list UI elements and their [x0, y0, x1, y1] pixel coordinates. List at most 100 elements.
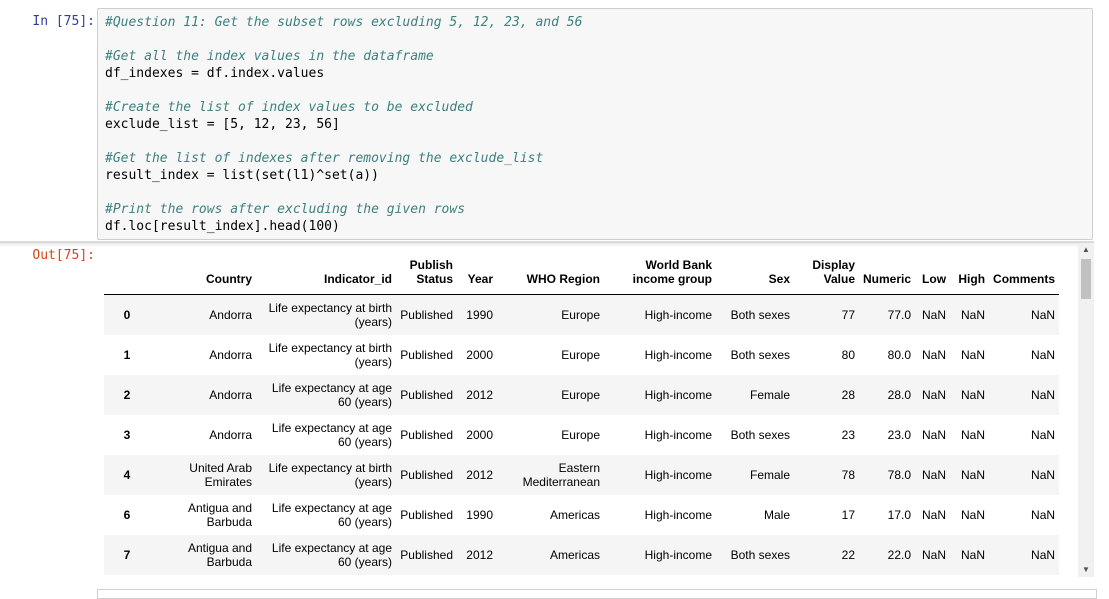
cell-numeric: 23.0 — [887, 428, 912, 442]
cell-high: NaN — [961, 388, 986, 402]
cell-income-group: High-income — [644, 348, 712, 362]
cell-low: NaN — [922, 508, 947, 522]
code-line: result_index = list(set(l1)^set(a)) — [105, 168, 379, 183]
cell-sex: Both sexes — [730, 428, 790, 442]
cell-who-region: Americas — [549, 548, 600, 562]
cell-comments: NaN — [1031, 388, 1056, 402]
cell-comments: NaN — [1031, 508, 1056, 522]
cell-indicator: Life expectancy at birth (years) — [268, 301, 392, 329]
cell-country: United Arab Emirates — [189, 461, 252, 489]
cell-low: NaN — [922, 468, 947, 482]
header-year: Year — [457, 258, 497, 295]
row-index: 3 — [123, 428, 131, 442]
cell-sex: Male — [763, 508, 790, 522]
code-comment-line: #Print the rows after excluding the give… — [105, 202, 466, 217]
cell-who-region: Americas — [549, 508, 600, 522]
cell-display-value: 77 — [841, 308, 855, 322]
cell-high: NaN — [961, 348, 986, 362]
cell-low: NaN — [922, 348, 947, 362]
header-numeric: Numeric — [859, 258, 916, 295]
cell-comments: NaN — [1031, 428, 1056, 442]
output-scrollbar[interactable]: ▲ ▼ — [1078, 243, 1094, 577]
cell-display-value: 22 — [841, 548, 855, 562]
code-comment-line: #Get all the index values in the datafra… — [105, 49, 434, 64]
code-comment-line: #Get the list of indexes after removing … — [105, 151, 544, 166]
scroll-down-icon[interactable]: ▼ — [1082, 565, 1090, 574]
header-income-group: World Bank income group — [604, 258, 716, 295]
cell-publish-status: Published — [400, 508, 453, 522]
cell-income-group: High-income — [644, 508, 712, 522]
cell-comments: NaN — [1031, 468, 1056, 482]
header-index — [104, 258, 150, 295]
table-row: 3 Andorra Life expectancy at age 60 (yea… — [104, 415, 1059, 455]
table-row: 4 United Arab Emirates Life expectancy a… — [104, 455, 1060, 495]
cell-who-region: Europe — [561, 388, 600, 402]
header-comments: Comments — [989, 258, 1060, 295]
header-country: Country — [150, 258, 256, 295]
header-display-value: Display Value — [794, 258, 859, 295]
header-indicator: Indicator_id — [256, 258, 396, 295]
scroll-up-icon[interactable]: ▲ — [1082, 245, 1090, 254]
cell-comments: NaN — [1031, 548, 1056, 562]
cell-year: 2012 — [466, 468, 493, 482]
cell-year: 1990 — [466, 508, 493, 522]
table-row: 1 Andorra Life expectancy at birth (year… — [104, 335, 1059, 375]
scrollbar-thumb[interactable] — [1081, 259, 1091, 299]
header-who-region: WHO Region — [497, 258, 604, 295]
cell-high: NaN — [961, 308, 986, 322]
input-prompt: In [75]: — [32, 14, 95, 29]
row-index: 1 — [123, 348, 131, 362]
row-index: 7 — [123, 548, 131, 562]
cell-numeric: 80.0 — [887, 348, 912, 362]
row-index: 4 — [123, 468, 131, 482]
code-comment-line: #Question 11: Get the subset rows exclud… — [105, 15, 583, 30]
cell-sex: Female — [749, 468, 790, 482]
code-blank-line — [105, 184, 1085, 201]
cell-numeric: 77.0 — [887, 308, 912, 322]
code-line: df_indexes = df.index.values — [105, 66, 325, 81]
cell-publish-status: Published — [400, 428, 453, 442]
cell-who-region: Europe — [561, 348, 600, 362]
cell-year: 1990 — [466, 308, 493, 322]
cell-sex: Female — [749, 388, 790, 402]
next-cell[interactable] — [97, 589, 1097, 599]
cell-indicator: Life expectancy at age 60 (years) — [271, 421, 392, 449]
cell-display-value: 28 — [841, 388, 855, 402]
cell-year: 2012 — [466, 548, 493, 562]
code-blank-line — [105, 31, 1085, 48]
cell-country: Andorra — [209, 308, 252, 322]
table-row: 7 Antigua and Barbuda Life expectancy at… — [104, 535, 1060, 575]
cell-who-region: Europe — [561, 308, 600, 322]
cell-indicator: Life expectancy at age 60 (years) — [271, 501, 392, 529]
cell-high: NaN — [961, 548, 986, 562]
code-comment-line: #Create the list of index values to be e… — [105, 100, 473, 115]
cell-comments: NaN — [1031, 348, 1056, 362]
output-prompt: Out[75]: — [32, 248, 95, 263]
cell-numeric: 28.0 — [887, 388, 912, 402]
row-index: 0 — [123, 308, 131, 322]
cell-display-value: 78 — [841, 468, 855, 482]
cell-country: Andorra — [209, 428, 252, 442]
cell-high: NaN — [961, 428, 986, 442]
cell-country: Andorra — [209, 388, 252, 402]
code-blank-line — [105, 82, 1085, 99]
cell-income-group: High-income — [644, 548, 712, 562]
cell-indicator: Life expectancy at birth (years) — [268, 341, 392, 369]
row-index: 6 — [123, 508, 131, 522]
cell-display-value: 17 — [841, 508, 855, 522]
cell-sex: Both sexes — [730, 348, 790, 362]
cell-sex: Both sexes — [730, 548, 790, 562]
cell-low: NaN — [922, 428, 947, 442]
cell-sex: Both sexes — [730, 308, 790, 322]
header-publish-status: Publish Status — [396, 258, 457, 295]
cell-publish-status: Published — [400, 548, 453, 562]
header-low: Low — [915, 258, 951, 295]
cell-publish-status: Published — [400, 468, 453, 482]
code-cell[interactable]: #Question 11: Get the subset rows exclud… — [97, 8, 1093, 240]
code-line: exclude_list = [5, 12, 23, 56] — [105, 117, 340, 132]
header-sex: Sex — [716, 258, 794, 295]
cell-income-group: High-income — [644, 388, 712, 402]
cell-numeric: 78.0 — [887, 468, 912, 482]
table-header-row: Country Indicator_id Publish Status Year… — [104, 258, 1060, 295]
header-high: High — [950, 258, 990, 295]
